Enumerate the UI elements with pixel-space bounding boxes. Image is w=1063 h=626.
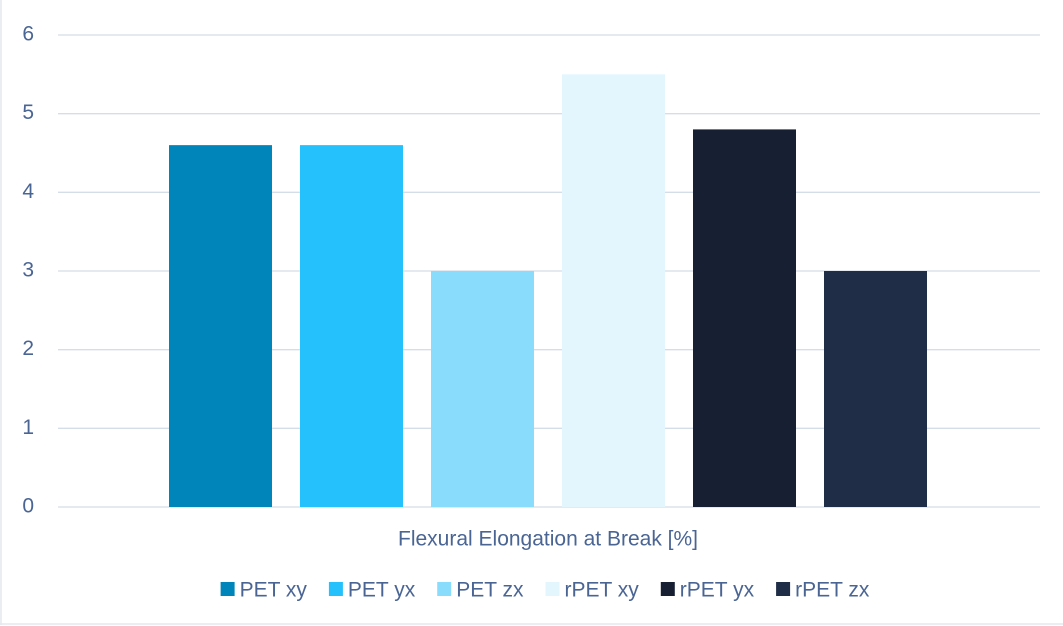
y-tick-label: 2 [22, 337, 34, 360]
y-tick-label: 1 [22, 416, 34, 439]
legend-label: PET zx [456, 579, 524, 602]
legend-swatch [660, 582, 675, 596]
bar [169, 145, 272, 507]
legend-swatch [437, 582, 452, 596]
y-tick-label: 4 [22, 180, 34, 203]
legend-label: rPET xy [565, 579, 640, 602]
bar [562, 74, 665, 507]
legend-swatch [220, 582, 235, 596]
legend-swatch [328, 582, 343, 596]
y-tick-label: 3 [22, 259, 34, 282]
bar [300, 145, 403, 507]
legend-label: PET xy [240, 579, 308, 602]
legend-swatch [545, 582, 560, 596]
legend-label: rPET zx [795, 579, 870, 602]
bar [431, 271, 534, 507]
bar [824, 271, 927, 507]
y-tick-label: 0 [22, 495, 34, 518]
x-tick-label: Flexural Elongation at Break [%] [398, 528, 698, 551]
legend-swatch [776, 582, 791, 596]
y-tick-label: 5 [22, 101, 34, 124]
bar [693, 129, 796, 507]
legend-label: rPET yx [680, 579, 755, 602]
legend-label: PET yx [348, 579, 416, 602]
y-tick-label: 6 [22, 23, 34, 46]
